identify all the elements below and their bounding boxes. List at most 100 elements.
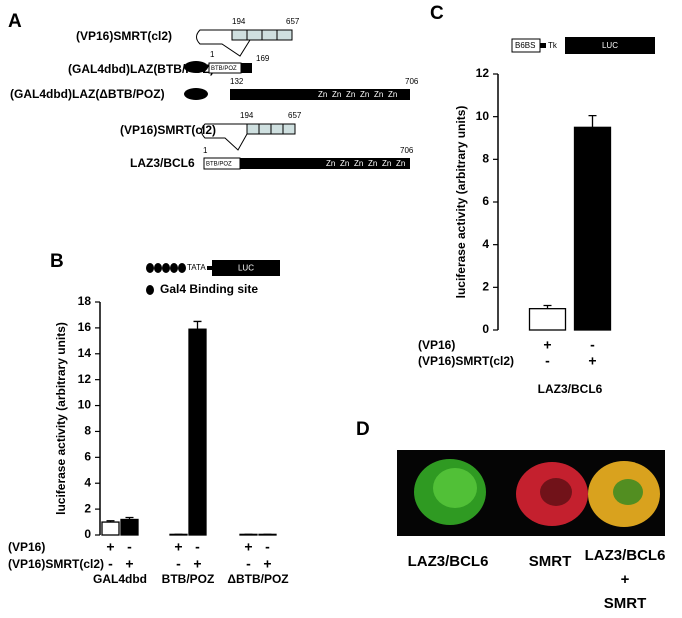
pos: 1 — [203, 146, 208, 155]
y-tick-label: 2 — [482, 280, 489, 294]
pos: 132 — [230, 77, 244, 86]
dividers — [246, 30, 278, 40]
y-tick-label: 12 — [476, 66, 490, 80]
pos: 657 — [286, 17, 300, 26]
y-tick-label: 12 — [78, 372, 92, 386]
zn-label: Zn — [368, 159, 377, 168]
bar — [188, 328, 207, 536]
y-tick-label: 4 — [482, 237, 489, 251]
sign: + — [106, 539, 114, 555]
bar — [528, 308, 567, 331]
texture — [433, 468, 477, 508]
panel-c-head: C B6BS Tk LUC — [430, 3, 655, 54]
zn-label: Zn — [396, 159, 405, 168]
y-tick-label: 6 — [84, 450, 91, 464]
category-label: ΔBTB/POZ — [227, 572, 288, 586]
sign: + — [193, 556, 201, 572]
linker — [207, 266, 212, 270]
gene: LUC — [238, 264, 254, 273]
error-bar — [588, 114, 597, 128]
row-label: (VP16) — [8, 540, 45, 554]
site: B6BS — [515, 41, 535, 50]
caption: LAZ3/BCL6 — [408, 553, 489, 570]
y-tick-label: 10 — [476, 109, 490, 123]
y-tick-label: 10 — [78, 398, 92, 412]
bar — [573, 126, 612, 331]
pos: 706 — [405, 77, 419, 86]
row-label: (VP16)SMRT(cl2) — [8, 557, 104, 571]
construct-name: (VP16)SMRT(cl2) — [76, 29, 172, 43]
texture — [540, 478, 572, 506]
panel-label: D — [356, 419, 370, 440]
sign: - — [265, 539, 270, 555]
category-label: BTB/POZ — [162, 572, 215, 586]
sign: + — [174, 539, 182, 555]
pos: 706 — [400, 146, 414, 155]
sign: - — [195, 539, 200, 555]
luc-box — [565, 37, 655, 54]
y-tick-label: 18 — [78, 294, 92, 308]
sign: - — [545, 353, 550, 369]
zn-label: Zn — [340, 159, 349, 168]
sign: + — [543, 337, 551, 353]
zn-label: Zn — [326, 159, 335, 168]
zn-label: Zn — [332, 90, 341, 99]
zn-label: Zn — [374, 90, 383, 99]
y-tick-label: 0 — [482, 322, 489, 336]
pos: 169 — [256, 54, 270, 63]
caption: + — [621, 571, 630, 588]
luc-box — [212, 260, 280, 276]
y-tick-label: 8 — [482, 152, 489, 166]
tata: TATA — [187, 263, 206, 272]
y-tick-label: 14 — [78, 346, 92, 360]
sign: - — [127, 539, 132, 555]
sign: - — [176, 556, 181, 572]
legend: Gal4 Binding site — [160, 282, 258, 296]
panel-label: C — [430, 3, 444, 24]
zn-label: Zn — [388, 90, 397, 99]
row-label: (VP16) — [418, 338, 455, 352]
caption: LAZ3/BCL6 — [585, 547, 666, 564]
y-tick-label: 4 — [84, 475, 91, 489]
site-icon — [146, 285, 154, 295]
dividers — [258, 124, 284, 134]
sign: + — [244, 539, 252, 555]
bar — [120, 518, 139, 536]
error-bar — [106, 520, 115, 523]
domain: BTB/POZ — [211, 66, 237, 72]
construct-name: (VP16)SMRT(cl2) — [120, 123, 216, 137]
bar — [230, 89, 410, 100]
pos: 1 — [210, 50, 215, 59]
caption: SMRT — [604, 595, 647, 612]
y-tick-label: 0 — [84, 527, 91, 541]
sign: - — [590, 337, 595, 353]
gal4-dbd — [184, 88, 208, 100]
y-tick-label: 2 — [84, 501, 91, 515]
error-bar — [125, 516, 134, 520]
category-label: LAZ3/BCL6 — [538, 382, 603, 396]
sign: - — [246, 556, 251, 572]
construct-name: LAZ3/BCL6 — [130, 156, 195, 170]
y-tick-label: 6 — [482, 194, 489, 208]
domain: BTB/POZ — [206, 162, 232, 168]
panel-b-head: B TATA LUC Gal4 Binding site — [50, 251, 280, 296]
error-bar — [193, 320, 202, 330]
bar — [241, 63, 252, 73]
pos: 657 — [288, 111, 302, 120]
y-tick-label: 16 — [78, 320, 92, 334]
zn-label: Zn — [346, 90, 355, 99]
zn-label: Zn — [382, 159, 391, 168]
row-label: (VP16)SMRT(cl2) — [418, 354, 514, 368]
zn-label: Zn — [354, 159, 363, 168]
sign: + — [588, 353, 596, 369]
pos: 194 — [240, 111, 254, 120]
sign: + — [125, 556, 133, 572]
bar — [101, 521, 120, 536]
construct-name: (GAL4dbd)LAZ(BTB/POZ) — [68, 62, 214, 76]
panel-label: B — [50, 251, 64, 272]
pos: 194 — [232, 17, 246, 26]
error-bar — [543, 304, 552, 309]
panel-d: D LAZ3/BCL6 SMRT LAZ3/BCL6 + SMRT — [356, 419, 665, 612]
y-tick-label: 8 — [84, 424, 91, 438]
